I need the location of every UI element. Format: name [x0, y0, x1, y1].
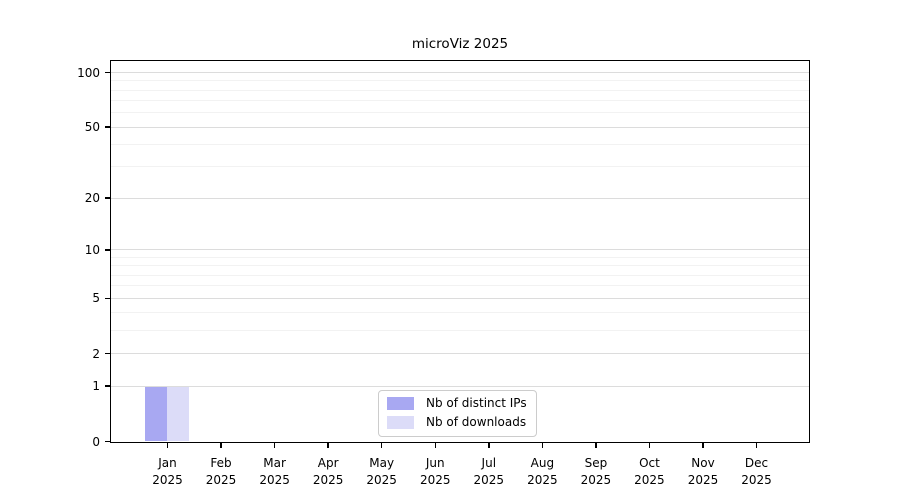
y-tick-mark: [105, 352, 110, 355]
y-tick-label: 100: [77, 65, 100, 80]
gridline-minor: [111, 330, 809, 332]
x-tick-label: Mar 2025: [259, 456, 290, 487]
gridline-major: [111, 72, 809, 74]
x-tick-label: Jun 2025: [419, 456, 451, 487]
y-tick-mark: [105, 385, 110, 387]
gridline-minor: [111, 166, 809, 168]
x-tick-mark: [488, 443, 490, 448]
y-tick-mark: [105, 197, 110, 199]
x-tick-label: Apr 2025: [312, 456, 344, 487]
x-tick-label: Jan 2025: [152, 456, 183, 487]
gridline-major: [111, 249, 809, 251]
x-tick-label: Feb 2025: [205, 456, 237, 487]
gridline-minor: [111, 274, 809, 276]
y-tick-label: 2: [92, 346, 100, 361]
legend-swatch: [387, 416, 414, 429]
x-tick-mark: [541, 443, 544, 448]
bar-distinct-ips: [145, 385, 167, 441]
y-tick-mark: [105, 440, 110, 443]
y-tick-mark: [105, 71, 110, 74]
chart-title: microViz 2025: [411, 36, 509, 52]
x-tick-mark: [595, 443, 597, 448]
x-tick-mark: [220, 443, 222, 448]
gridline-minor: [111, 100, 809, 102]
x-tick-label: Jul 2025: [473, 456, 505, 487]
gridline-major: [111, 353, 809, 355]
x-tick-mark: [755, 443, 758, 448]
y-tick-label: 1: [92, 379, 100, 394]
gridline-minor: [111, 256, 809, 258]
legend-label: Nb of distinct IPs: [426, 396, 527, 410]
bar-downloads: [167, 385, 189, 441]
y-tick-label: 5: [92, 291, 100, 306]
x-tick-mark: [380, 443, 383, 448]
gridline-minor: [111, 80, 809, 82]
x-tick-label: Aug 2025: [527, 456, 558, 487]
gridline-minor: [111, 144, 809, 146]
y-tick-label: 10: [84, 242, 100, 257]
legend-item: Nb of distinct IPs: [387, 396, 527, 411]
x-tick-mark: [327, 443, 329, 448]
gridline-minor: [111, 285, 809, 287]
gridline-major: [111, 197, 809, 199]
legend-label: Nb of downloads: [426, 415, 527, 429]
gridline-major: [111, 297, 809, 299]
gridline-minor: [111, 312, 809, 314]
x-tick-mark: [648, 443, 651, 448]
x-tick-mark: [434, 443, 436, 448]
y-tick-mark: [105, 249, 110, 251]
legend-swatch: [387, 397, 414, 410]
y-tick-label: 0: [92, 434, 100, 449]
x-tick-mark: [166, 443, 169, 448]
gridline-minor: [111, 112, 809, 114]
legend: Nb of distinct IPs Nb of downloads: [378, 390, 537, 437]
x-tick-label: Nov 2025: [687, 456, 719, 487]
x-tick-label: Sep 2025: [580, 456, 612, 487]
y-tick-label: 50: [84, 120, 100, 135]
y-tick-label: 20: [84, 191, 100, 206]
x-tick-label: Oct 2025: [634, 456, 665, 487]
x-tick-label: Dec 2025: [741, 456, 772, 487]
y-tick-mark: [105, 126, 110, 128]
x-tick-mark: [273, 443, 276, 448]
y-tick-mark: [105, 297, 110, 300]
gridline-major: [111, 126, 809, 128]
x-tick-label: May 2025: [366, 456, 397, 487]
x-tick-mark: [702, 443, 704, 448]
gridline-minor: [111, 89, 809, 91]
gridline-minor: [111, 265, 809, 267]
plot-area: [110, 60, 810, 443]
gridline-major: [111, 385, 809, 387]
legend-item: Nb of downloads: [387, 415, 527, 430]
